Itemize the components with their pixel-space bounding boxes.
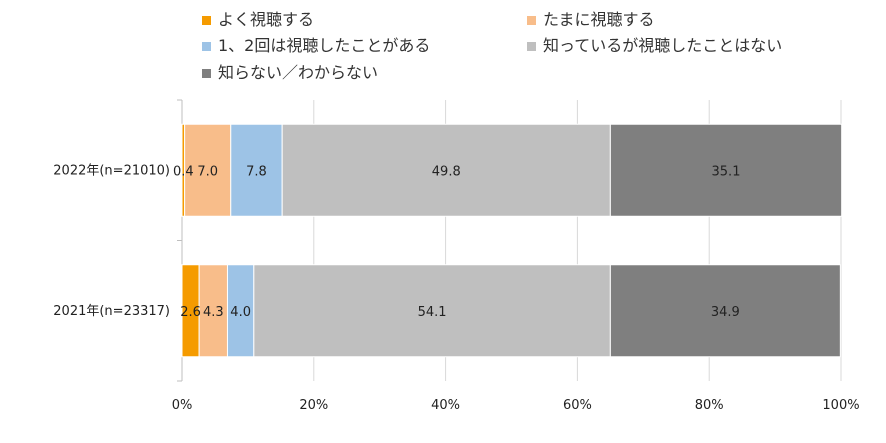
- data-label: 54.1: [418, 305, 447, 320]
- bar-segment: [609, 264, 841, 358]
- x-tick-label: 100%: [822, 398, 859, 413]
- x-tick-label: 40%: [431, 398, 460, 413]
- data-label: 35.1: [712, 164, 741, 179]
- data-label: 49.8: [432, 164, 461, 179]
- legend-swatch: [202, 69, 211, 78]
- bar-segment: [198, 264, 228, 358]
- data-label: 34.9: [711, 305, 740, 320]
- data-label: 0.4: [173, 164, 194, 179]
- data-label: 7.8: [246, 164, 267, 179]
- legend-swatch: [527, 16, 536, 25]
- legend-swatch: [527, 42, 536, 51]
- legend-swatch: [202, 16, 211, 25]
- legend-label: 1、2回は視聴したことがある: [218, 36, 430, 55]
- data-label: 4.3: [203, 305, 224, 320]
- legend-label: たまに視聴する: [543, 10, 655, 29]
- data-label: 4.0: [230, 305, 251, 320]
- data-label: 2.6: [180, 305, 201, 320]
- x-tick-label: 60%: [563, 398, 592, 413]
- category-label: 2021年(n=23317): [53, 304, 170, 319]
- bar-segment: [281, 123, 611, 217]
- data-labels: 0.4 7.0 7.8 49.8 35.1 2.6 4.3 4.0 54.1 34.9: [173, 164, 741, 320]
- x-tick-label: 0%: [172, 398, 193, 413]
- bars: [181, 123, 843, 358]
- bar-segment: [253, 264, 611, 358]
- bar-segment: [609, 123, 843, 217]
- axes: 0% 20% 40% 60% 80% 100% 2022年(n=21010) 2021年(n=…: [53, 99, 860, 413]
- legend-label: 知らない／わからない: [218, 63, 378, 82]
- legend-label: よく視聴する: [218, 10, 314, 29]
- x-tick-label: 20%: [299, 398, 328, 413]
- data-label: 7.0: [197, 164, 218, 179]
- x-tick-label: 80%: [695, 398, 724, 413]
- bar-segment: [184, 123, 232, 217]
- legend-swatch: [202, 42, 211, 51]
- legend-label: 知っているが視聴したことはない: [543, 36, 782, 55]
- category-label: 2022年(n=21010): [53, 163, 170, 178]
- bar-segment: [230, 123, 283, 217]
- legend: よく視聴する たまに視聴する 1、2回は視聴したことがある 知っているが視聴したことは…: [202, 10, 782, 82]
